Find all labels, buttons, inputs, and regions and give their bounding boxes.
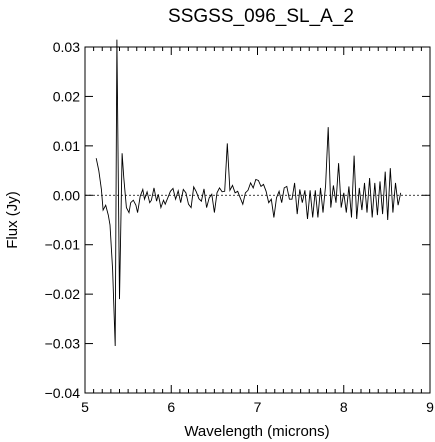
y-axis-label: Flux (Jy) bbox=[4, 191, 21, 249]
y-tick-label: −0.01 bbox=[45, 237, 81, 253]
y-tick-label: 0.01 bbox=[53, 138, 80, 154]
y-tick-label: 0.03 bbox=[53, 39, 80, 55]
x-axis: 5 6 7 8 9 bbox=[81, 47, 434, 415]
plot-frame bbox=[84, 46, 431, 394]
x-tick-label: 8 bbox=[340, 399, 348, 415]
y-tick-label: −0.03 bbox=[45, 336, 81, 352]
x-tick-label: 7 bbox=[254, 399, 262, 415]
y-tick-label: 0.00 bbox=[53, 187, 80, 203]
y-tick-label: 0.02 bbox=[53, 88, 80, 104]
x-tick-label: 9 bbox=[426, 399, 434, 415]
chart-title: SSGSS_096_SL_A_2 bbox=[168, 6, 354, 27]
flux-spectrum-line bbox=[95, 39, 402, 347]
x-tick-label: 5 bbox=[81, 399, 89, 415]
y-tick-label: −0.04 bbox=[45, 385, 81, 401]
x-tick-label: 6 bbox=[167, 399, 175, 415]
y-axis: 0.03 0.02 0.01 0.00 −0.01 −0.02 −0.03 −0.04 bbox=[45, 39, 430, 401]
y-tick-label: −0.02 bbox=[45, 286, 81, 302]
x-axis-label: Wavelength (microns) bbox=[184, 423, 329, 440]
